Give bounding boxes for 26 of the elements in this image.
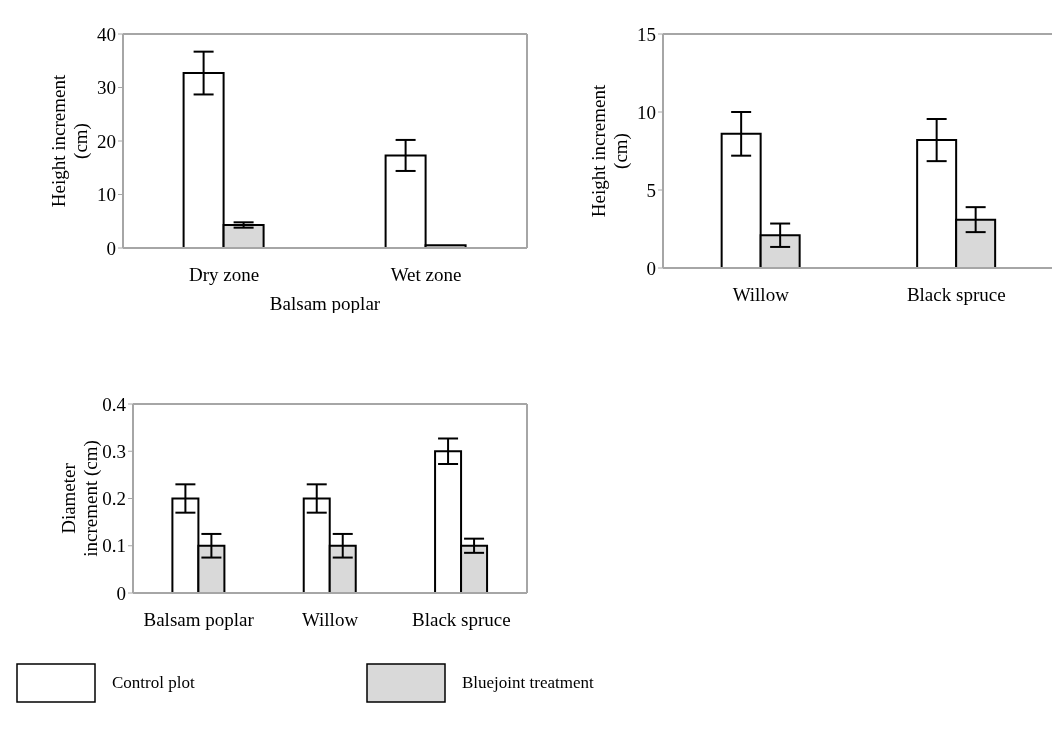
y-tick-label: 20 [97, 130, 116, 152]
x-tick-label: Dry zone [188, 264, 260, 286]
y-tick-label: 0.2 [102, 488, 126, 510]
y-tick-label: 0 [106, 237, 116, 259]
x-tick-label: Wet zone [390, 264, 462, 286]
y-tick-label: 10 [637, 101, 656, 123]
y-tick-label: 30 [97, 77, 116, 99]
x-tick-label: Willow [732, 284, 790, 306]
x-tick-label: Black spruce [906, 284, 1006, 306]
y-tick-label: 0 [646, 257, 656, 279]
y-tick-label: 5 [646, 179, 656, 201]
y-tick-label: 0.4 [102, 393, 127, 415]
y-tick-label: 0.1 [102, 535, 126, 557]
y-axis-title: Diameter increment (cm) [58, 440, 102, 557]
y-tick-label: 0 [116, 582, 126, 604]
x-tick-label: Willow [301, 609, 359, 631]
y-axis-title: Height increment (cm) [588, 84, 632, 218]
y-tick-label: 10 [97, 184, 116, 206]
y-tick-label: 40 [97, 23, 116, 45]
legend-label: Control plot [112, 673, 195, 693]
y-axis-title: Height increment (cm) [48, 74, 92, 208]
x-tick-label: Black spruce [412, 609, 511, 631]
y-tick-label: 0.3 [102, 440, 126, 462]
x-tick-label: Balsam poplar [143, 609, 255, 631]
y-tick-label: 15 [637, 23, 656, 45]
legend-label: Bluejoint treatment [462, 673, 594, 693]
